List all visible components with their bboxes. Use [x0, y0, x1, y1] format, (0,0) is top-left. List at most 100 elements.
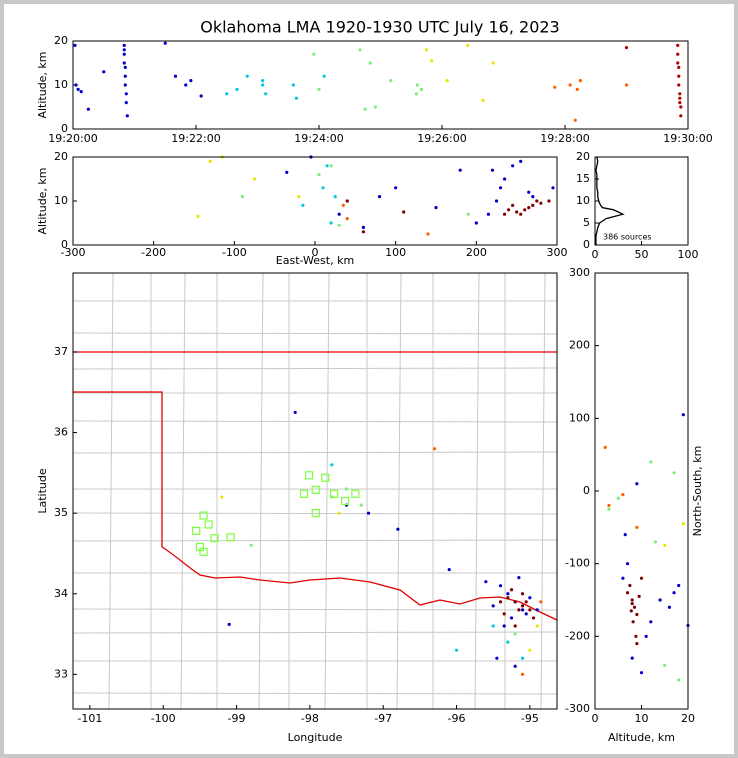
county-line	[73, 451, 557, 454]
figure-background	[4, 4, 734, 754]
source-point	[361, 230, 365, 234]
county-line	[180, 273, 186, 709]
source-point	[344, 487, 349, 491]
source-point	[519, 159, 523, 163]
source-point	[672, 591, 676, 595]
station	[192, 526, 201, 535]
source-point	[635, 482, 639, 486]
source-point	[678, 96, 682, 100]
x-tick-label: -98	[301, 712, 319, 725]
source-point	[676, 52, 680, 56]
source-point	[173, 74, 178, 78]
source-point	[527, 190, 531, 194]
source-point	[366, 511, 371, 515]
source-point	[245, 74, 249, 78]
source-point	[667, 605, 672, 609]
source-point	[624, 46, 629, 50]
source-point	[291, 83, 295, 87]
source-point	[506, 596, 510, 600]
source-point	[679, 105, 683, 109]
source-point	[506, 640, 510, 644]
source-point	[507, 208, 511, 212]
axes-frame	[72, 272, 558, 710]
source-point	[481, 98, 485, 102]
county-line	[396, 273, 402, 709]
x-tick-label: -101	[77, 712, 102, 725]
source-point	[377, 195, 382, 199]
source-point	[330, 463, 334, 467]
source-point	[502, 612, 506, 616]
source-point	[86, 107, 90, 111]
county-line	[540, 273, 546, 709]
source-point	[568, 83, 572, 87]
source-point	[76, 87, 80, 91]
y-tick-label: 20	[54, 150, 68, 163]
source-point	[630, 656, 634, 660]
source-point	[293, 410, 297, 415]
source-point	[677, 583, 681, 588]
source-point	[337, 223, 341, 227]
y-tick-label: 10	[54, 78, 68, 91]
source-point	[632, 605, 637, 609]
source-point	[649, 460, 653, 464]
source-point	[528, 608, 532, 612]
source-point	[495, 656, 499, 660]
source-point	[359, 503, 363, 507]
source-point	[509, 588, 514, 592]
source-point	[491, 604, 495, 608]
y-tick-label: 34	[54, 587, 68, 600]
source-point	[225, 92, 229, 96]
county-line	[73, 512, 557, 515]
station	[226, 533, 235, 542]
source-point	[415, 83, 419, 87]
source-point	[196, 214, 200, 218]
county-line	[324, 273, 330, 709]
y-tick-label: 33	[54, 667, 68, 680]
x-tick-label: -95	[521, 712, 539, 725]
source-point	[553, 85, 557, 89]
station	[210, 534, 219, 543]
county-line	[73, 608, 557, 611]
source-point	[373, 105, 377, 109]
x-tick-label: 0	[592, 712, 599, 725]
source-point	[123, 65, 127, 69]
y-tick-label: 5	[583, 216, 590, 229]
x-tick-label: 0	[312, 246, 319, 259]
x-tick-label: 300	[547, 246, 568, 259]
source-point	[677, 678, 681, 682]
source-point	[551, 186, 555, 190]
x-tick-label: 19:22:00	[171, 132, 220, 145]
source-point	[325, 164, 329, 168]
source-point	[517, 608, 521, 612]
y-tick-label: 10	[576, 194, 590, 207]
source-point	[486, 212, 491, 216]
source-point	[623, 533, 627, 537]
source-point	[73, 43, 77, 48]
source-point	[531, 616, 536, 620]
source-point	[102, 70, 106, 74]
state-border	[73, 351, 557, 621]
source-point	[261, 79, 265, 83]
source-point	[535, 624, 539, 628]
source-point	[285, 170, 289, 174]
source-point	[163, 41, 167, 45]
source-point	[498, 600, 503, 604]
source-point	[631, 620, 635, 624]
station	[305, 471, 314, 480]
x-tick-label: -100	[222, 246, 247, 259]
source-point	[389, 79, 393, 83]
county-line	[258, 273, 264, 709]
source-point	[506, 592, 510, 596]
source-point	[184, 83, 188, 87]
source-point	[535, 199, 539, 203]
source-point	[329, 164, 333, 168]
source-point	[368, 61, 372, 65]
source-point	[513, 624, 517, 628]
source-point	[454, 648, 459, 652]
x-tick-label: 19:24:00	[294, 132, 343, 145]
y-tick-label: -300	[565, 702, 590, 715]
station	[311, 509, 320, 518]
source-point	[235, 87, 239, 91]
source-point	[474, 221, 478, 225]
source-point	[511, 164, 515, 168]
